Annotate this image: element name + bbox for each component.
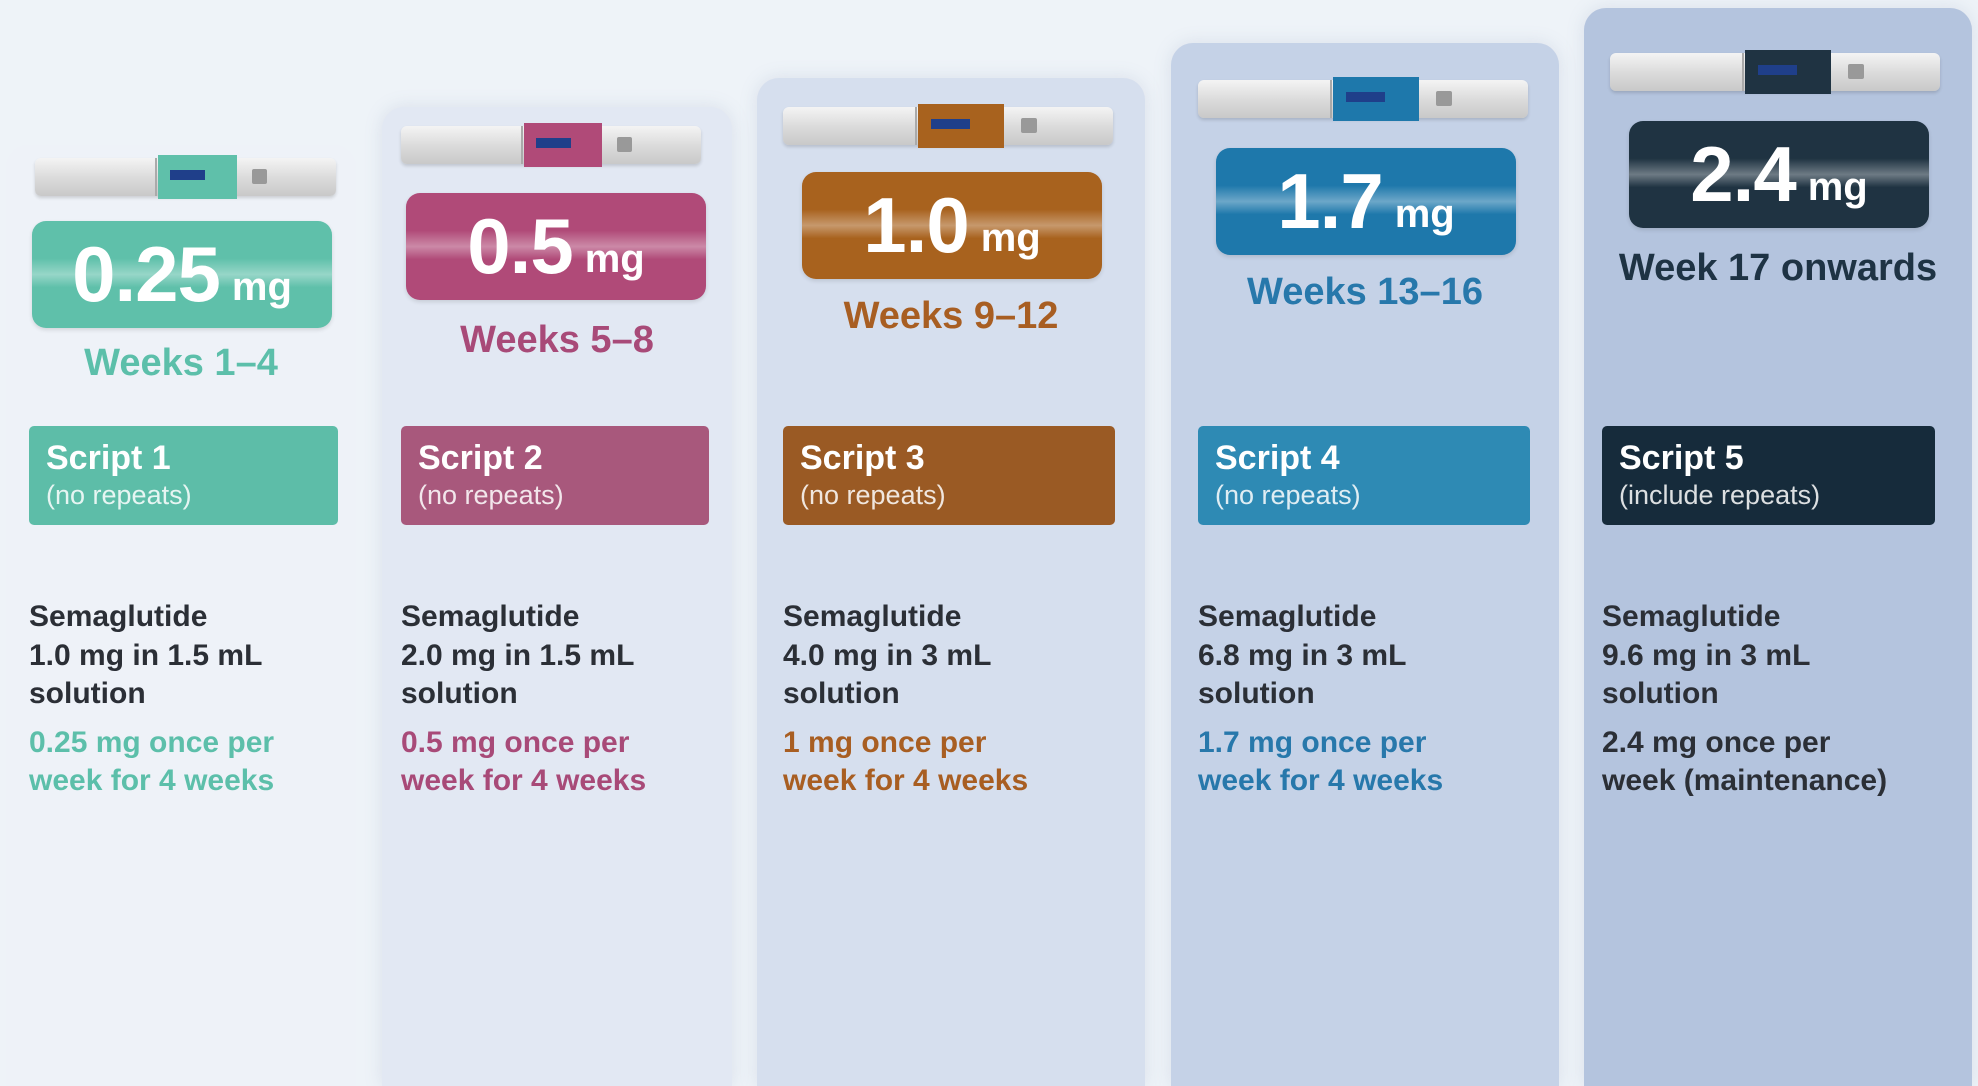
dose-badge: 2.4 mg bbox=[1629, 121, 1929, 228]
drug-strength: 9.6 mg in 3 mL bbox=[1602, 638, 1811, 672]
dosing-line: 1 mg once per bbox=[783, 725, 987, 759]
drug-name: Semaglutide bbox=[1198, 600, 1377, 633]
dose-value: 1.7 bbox=[1277, 157, 1383, 245]
drug-form: solution bbox=[401, 677, 518, 710]
product-description: Semaglutide 1.0 mg in 1.5 mL solution 0.… bbox=[29, 598, 368, 801]
dosing-line: week for 4 weeks bbox=[1198, 764, 1444, 797]
dosing-line: 2.4 mg once per bbox=[1602, 725, 1831, 759]
drug-name: Semaglutide bbox=[29, 600, 208, 633]
script-box: Script 2 (no repeats) bbox=[401, 426, 709, 525]
drug-name: Semaglutide bbox=[1602, 600, 1781, 633]
injection-pen-image bbox=[35, 155, 336, 199]
product-description: Semaglutide 4.0 mg in 3 mL solution 1 mg… bbox=[783, 598, 1145, 801]
weeks-label: Weeks 1–4 bbox=[84, 342, 278, 384]
weeks-label: Weeks 9–12 bbox=[843, 295, 1059, 337]
injection-pen-image bbox=[401, 123, 701, 167]
weeks-label: Week 17 onwards bbox=[1618, 247, 1938, 289]
dose-badge: 1.7 mg bbox=[1216, 148, 1516, 255]
script-box: Script 1 (no repeats) bbox=[29, 426, 338, 525]
dosing-line: week for 4 weeks bbox=[401, 764, 647, 797]
drug-form: solution bbox=[783, 677, 900, 710]
dosing-line: 0.25 mg once per bbox=[29, 725, 275, 759]
script-number: Script 4 bbox=[1215, 439, 1340, 477]
script-repeats: (no repeats) bbox=[1215, 480, 1361, 510]
script-repeats: (include repeats) bbox=[1619, 480, 1821, 510]
dose-unit: mg bbox=[1807, 165, 1868, 209]
script-number: Script 1 bbox=[46, 439, 171, 477]
dosing-line: week for 4 weeks bbox=[783, 764, 1029, 797]
drug-strength: 4.0 mg in 3 mL bbox=[783, 638, 992, 672]
script-repeats: (no repeats) bbox=[418, 480, 564, 510]
dose-badge: 0.5 mg bbox=[406, 193, 706, 300]
dosing-line: 0.5 mg once per bbox=[401, 725, 630, 759]
weeks-label: Weeks 5–8 bbox=[460, 319, 654, 361]
dose-unit: mg bbox=[231, 265, 292, 309]
dosing-line: 1.7 mg once per bbox=[1198, 725, 1427, 759]
weeks-label: Weeks 13–16 bbox=[1247, 271, 1483, 313]
drug-form: solution bbox=[1198, 677, 1315, 710]
dosing-line: week (maintenance) bbox=[1602, 764, 1888, 797]
script-box: Script 3 (no repeats) bbox=[783, 426, 1115, 525]
product-description: Semaglutide 6.8 mg in 3 mL solution 1.7 … bbox=[1198, 598, 1560, 801]
dose-badge: 1.0 mg bbox=[802, 172, 1102, 279]
drug-name: Semaglutide bbox=[401, 600, 580, 633]
drug-strength: 2.0 mg in 1.5 mL bbox=[401, 638, 635, 672]
script-number: Script 5 bbox=[1619, 439, 1744, 477]
dose-unit: mg bbox=[584, 237, 645, 281]
dosing-instructions: 0.5 mg once per week for 4 weeks bbox=[401, 724, 739, 801]
dosing-instructions: 1.7 mg once per week for 4 weeks bbox=[1198, 724, 1560, 801]
dose-value: 1.0 bbox=[863, 181, 969, 269]
dosing-instructions: 0.25 mg once per week for 4 weeks bbox=[29, 724, 368, 801]
dose-value: 0.25 bbox=[72, 230, 221, 318]
injection-pen-image bbox=[783, 104, 1113, 148]
script-repeats: (no repeats) bbox=[46, 480, 192, 510]
script-box: Script 5 (include repeats) bbox=[1602, 426, 1935, 525]
dose-value: 0.5 bbox=[467, 202, 573, 290]
dosing-instructions: 2.4 mg once per week (maintenance) bbox=[1602, 724, 1965, 801]
script-repeats: (no repeats) bbox=[800, 480, 946, 510]
product-description: Semaglutide 9.6 mg in 3 mL solution 2.4 … bbox=[1602, 598, 1965, 801]
drug-strength: 6.8 mg in 3 mL bbox=[1198, 638, 1407, 672]
injection-pen-image bbox=[1610, 50, 1940, 94]
script-number: Script 3 bbox=[800, 439, 925, 477]
script-box: Script 4 (no repeats) bbox=[1198, 426, 1530, 525]
dose-value: 2.4 bbox=[1690, 130, 1796, 218]
dose-badge: 0.25 mg bbox=[32, 221, 332, 328]
injection-pen-image bbox=[1198, 77, 1528, 121]
dose-unit: mg bbox=[1394, 192, 1455, 236]
script-number: Script 2 bbox=[418, 439, 543, 477]
drug-form: solution bbox=[1602, 677, 1719, 710]
drug-strength: 1.0 mg in 1.5 mL bbox=[29, 638, 263, 672]
product-description: Semaglutide 2.0 mg in 1.5 mL solution 0.… bbox=[401, 598, 739, 801]
dosing-instructions: 1 mg once per week for 4 weeks bbox=[783, 724, 1145, 801]
drug-form: solution bbox=[29, 677, 146, 710]
dose-unit: mg bbox=[980, 216, 1041, 260]
dosing-line: week for 4 weeks bbox=[29, 764, 275, 797]
drug-name: Semaglutide bbox=[783, 600, 962, 633]
